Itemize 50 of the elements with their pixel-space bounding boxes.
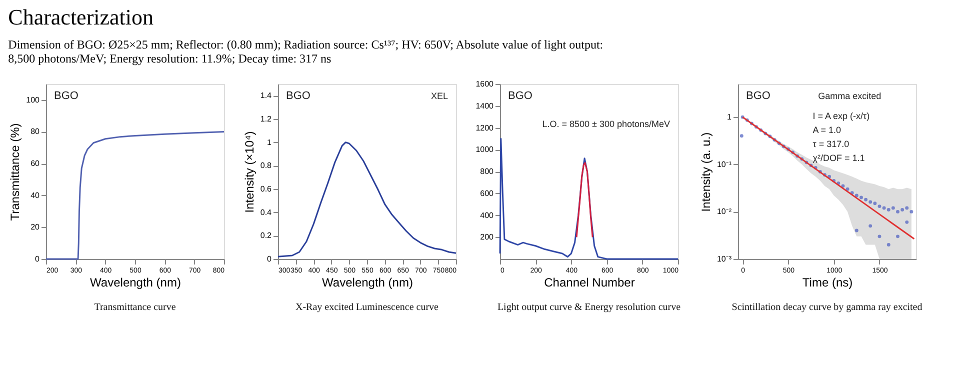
annotation: L.O. = 8500 ± 300 photons/MeV [542, 119, 670, 129]
x-axis-title: Wavelength (nm) [90, 276, 181, 290]
x-axis-title: Wavelength (nm) [322, 276, 413, 290]
x-axis-title: Time (ns) [802, 276, 853, 290]
y-tick-label: 0.8 [260, 161, 272, 170]
annotation: I = A exp (-x/τ) [812, 111, 870, 121]
y-tick-label: 10⁻² [716, 207, 732, 216]
annotation: χ²/DOF = 1.1 [812, 153, 865, 163]
annotation: XEL [430, 91, 448, 101]
y-tick-label: 1400 [476, 101, 494, 110]
annotation: BGO [508, 90, 533, 102]
annotation: τ = 317.0 [812, 139, 850, 149]
y-tick-label: 1.2 [260, 114, 272, 124]
annotation: A = 1.0 [812, 125, 842, 135]
y-tick-label: 800 [480, 167, 494, 176]
y-tick-label: 100 [26, 95, 40, 104]
y-tick-label: 20 [30, 222, 40, 232]
annotation: BGO [286, 90, 311, 102]
y-tick-label: 0.6 [260, 184, 272, 194]
y-axis-title: Intensity (a. u.) [698, 132, 713, 212]
y-tick-label: 1000 [476, 145, 494, 154]
y-tick-label: 200 [480, 232, 494, 242]
y-tick-label: 600 [480, 188, 494, 198]
y-tick-label: 400 [480, 210, 494, 220]
y-tick-label: 10⁻¹ [716, 160, 732, 169]
y-tick-label: 40 [30, 190, 40, 200]
y-tick-label: 0.4 [260, 208, 272, 217]
text: X-Ray excited Luminescence curve [296, 302, 440, 313]
text: Characterization [8, 4, 154, 30]
y-tick-label: 10⁻³ [716, 254, 732, 264]
y-tick-label: 1.4 [260, 91, 272, 100]
text: Transmittance curve [94, 302, 176, 313]
y-tick-label: 0 [267, 254, 272, 264]
text: Scintillation decay curve by gamma ray excited [732, 302, 922, 313]
y-tick-label: 1200 [476, 123, 494, 132]
y-tick-label: 1600 [476, 80, 494, 88]
text: Light output curve & Energy resolution curve [497, 302, 682, 313]
y-tick-label: 60 [30, 159, 40, 168]
y-tick-label: 1 [267, 138, 272, 147]
y-tick-label: 0.2 [260, 231, 272, 240]
y-tick-label: 0 [35, 254, 40, 264]
y-axis-title: Transmittance (%) [8, 123, 22, 221]
y-axis-title: Intensity (×10⁴) [242, 131, 256, 213]
annotation: BGO [54, 90, 79, 102]
annotation: BGO [746, 90, 771, 102]
x-axis-title: Channel Number [544, 276, 635, 290]
y-tick-label: 80 [30, 127, 40, 136]
text: Dimension of BGO: Ø25×25 mm; Reflector: (0.80 mm); Radiation source: Cs¹³⁷; HV: 650V; Absolute value of light output: 8,500 photons/MeV; Energy resolution: 11.9%; Decay time: 317 ns [8, 38, 604, 66]
annotation: Gamma excited [818, 91, 882, 101]
y-tick-label: 1 [727, 112, 732, 122]
